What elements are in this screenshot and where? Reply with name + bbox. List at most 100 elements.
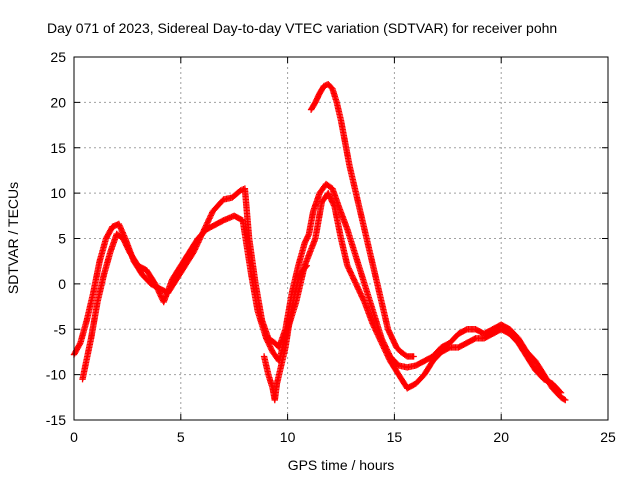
data-point: [373, 329, 381, 337]
data-point: [373, 328, 380, 335]
data-series: [70, 81, 569, 404]
data-point: [354, 284, 362, 292]
data-point: [207, 212, 215, 219]
data-point: [375, 332, 382, 340]
y-axis-label: SDTVAR / TECUs: [5, 182, 21, 294]
y-tick-label: 20: [50, 94, 66, 110]
data-point: [377, 336, 384, 344]
data-point: [360, 297, 368, 304]
data-point: [369, 321, 377, 328]
chart-title: Day 071 of 2023, Sidereal Day-to-day VTE…: [47, 20, 557, 36]
data-point: [374, 331, 381, 338]
data-point: [153, 283, 160, 290]
data-point: [156, 290, 163, 297]
data-point: [359, 296, 367, 303]
x-tick-label: 20: [493, 429, 509, 445]
data-point: [379, 342, 387, 349]
y-tick-label: -5: [54, 321, 67, 337]
data-point: [344, 262, 351, 269]
data-point: [355, 286, 362, 293]
data-point: [557, 389, 565, 396]
data-point: [350, 275, 357, 282]
data-point: [155, 287, 162, 295]
x-tick-label: 25: [600, 429, 616, 445]
data-point: [562, 396, 569, 404]
data-point: [344, 263, 352, 271]
data-point: [358, 291, 365, 299]
data-point: [354, 283, 361, 290]
data-point: [350, 276, 358, 283]
data-point: [76, 340, 83, 348]
data-point: [204, 219, 211, 226]
data-point: [379, 341, 386, 348]
data-point: [382, 349, 390, 356]
data-point: [375, 334, 383, 341]
data-point: [385, 355, 393, 362]
data-point: [376, 335, 383, 342]
data-point: [303, 262, 311, 269]
y-tick-label: 0: [58, 276, 66, 292]
data-point: [382, 348, 389, 355]
data-point: [358, 293, 366, 300]
x-tick-label: 10: [280, 429, 296, 445]
data-point: [378, 339, 385, 347]
data-point: [380, 343, 387, 351]
data-point: [356, 287, 363, 295]
y-tick-label: 25: [50, 49, 66, 65]
y-tick-label: -10: [46, 367, 66, 383]
data-point: [556, 388, 564, 395]
data-point: [346, 266, 353, 274]
data-point: [204, 218, 212, 225]
y-tick-label: -15: [46, 412, 66, 428]
data-point: [384, 353, 392, 361]
data-point: [151, 280, 159, 288]
data-point: [381, 345, 388, 352]
y-tick-label: 10: [50, 185, 66, 201]
data-point: [359, 294, 366, 302]
data-point: [206, 213, 214, 221]
data-point: [383, 350, 391, 358]
data-point: [205, 216, 213, 223]
data-point: [203, 220, 211, 228]
data-point: [356, 289, 364, 296]
data-point: [381, 346, 389, 354]
data-point: [352, 279, 359, 286]
data-point: [345, 265, 352, 272]
data-point: [561, 396, 568, 403]
data-point: [353, 282, 360, 289]
data-point: [302, 263, 309, 271]
data-point: [157, 291, 164, 299]
data-point: [371, 324, 378, 331]
data-point: [347, 269, 354, 276]
x-tick-label: 0: [70, 429, 78, 445]
data-point: [346, 268, 354, 275]
x-tick-label: 15: [387, 429, 403, 445]
data-point: [348, 272, 356, 279]
data-point: [410, 353, 417, 360]
data-point: [370, 322, 377, 330]
series-c: [307, 81, 417, 360]
data-point: [208, 210, 215, 218]
y-tick-label: 15: [50, 140, 66, 156]
data-point: [154, 286, 161, 293]
data-point: [348, 270, 355, 278]
x-axis-label: GPS time / hours: [288, 457, 395, 473]
data-point: [357, 290, 364, 297]
data-point: [206, 215, 213, 222]
data-point: [372, 327, 379, 334]
data-point: [377, 338, 385, 345]
data-point: [351, 277, 358, 285]
axis-ticks: 0 5 10 15 20 25 -15 -10 -5 0 5 10 15 20 25: [46, 49, 616, 445]
x-tick-label: 5: [177, 429, 185, 445]
series-b: [79, 189, 565, 396]
series-d: [260, 262, 311, 404]
data-point: [352, 280, 360, 288]
y-tick-label: 5: [58, 231, 66, 247]
data-point: [384, 352, 391, 359]
data-point: [152, 282, 160, 289]
series-a: [70, 180, 569, 404]
data-point: [155, 289, 163, 296]
data-point: [371, 325, 379, 333]
data-point: [349, 273, 356, 281]
